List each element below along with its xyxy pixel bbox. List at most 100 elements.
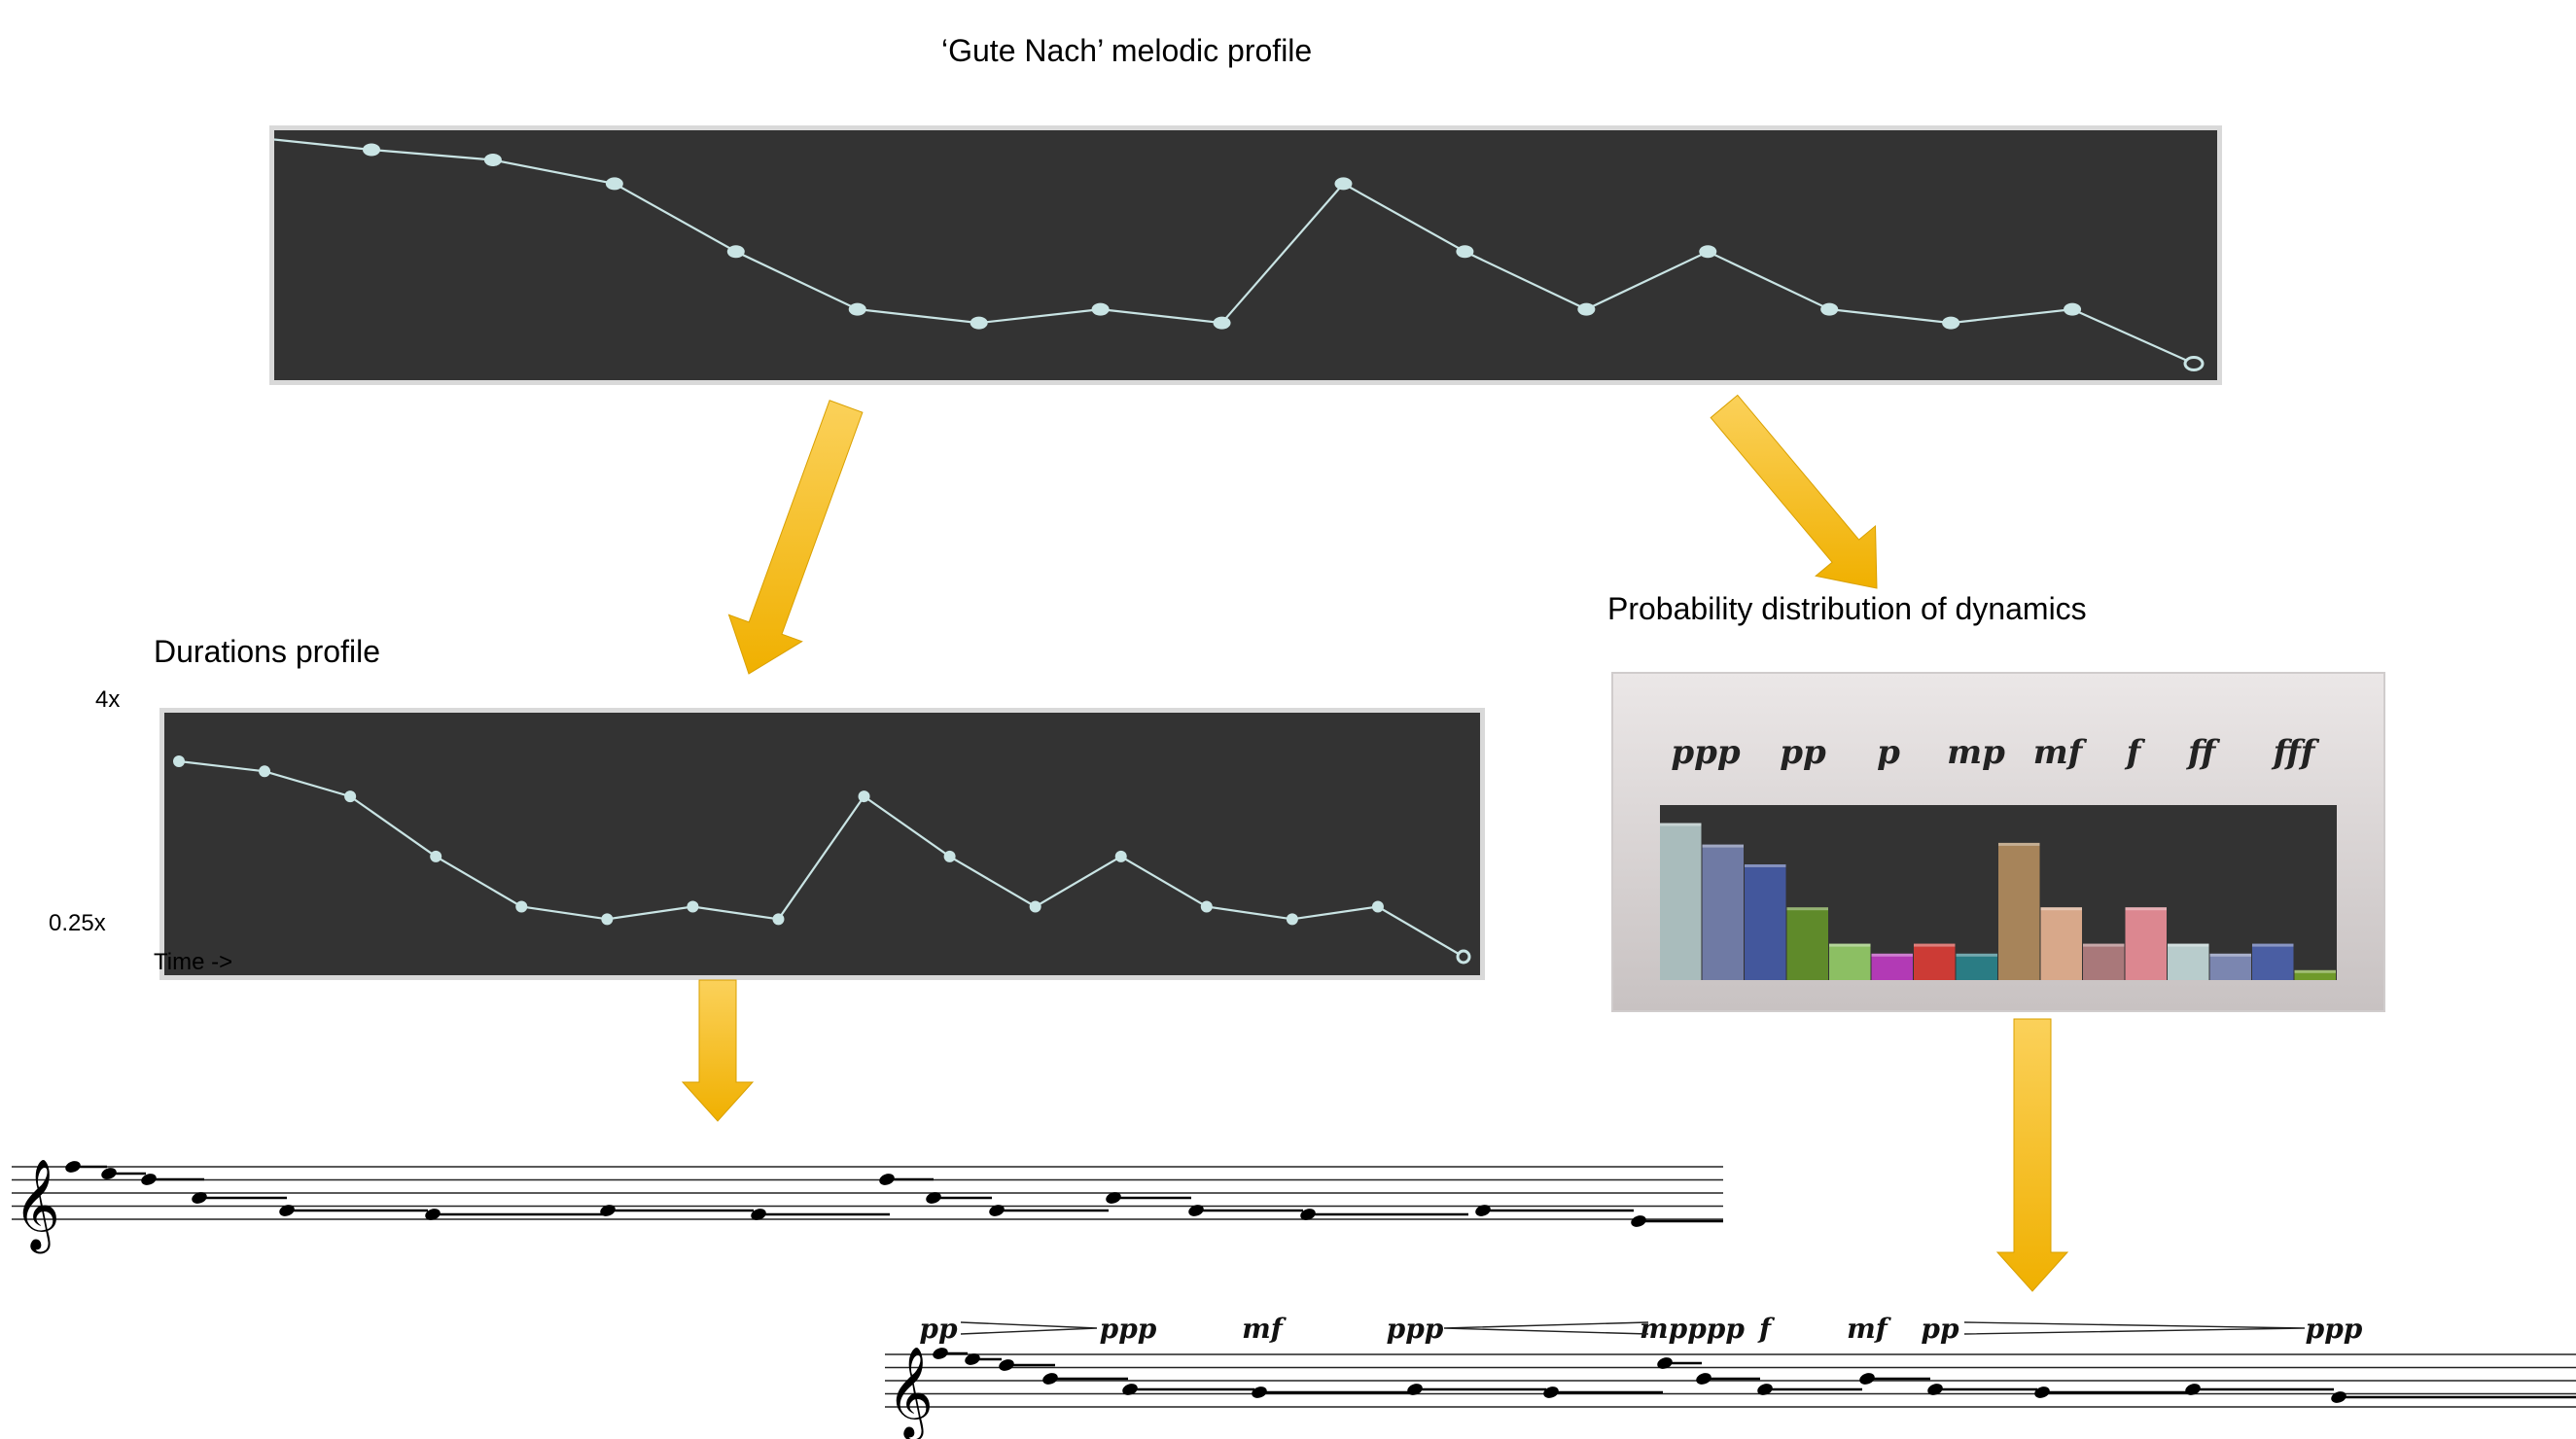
score-melody-with-dynamics: 𝄞pp ppp mf ppp mpppp f mf pp ppp [885, 1313, 2576, 1439]
note-head [1407, 1384, 1423, 1395]
melodic-profile-plot [274, 138, 2205, 371]
profile-point [1200, 900, 1213, 913]
note-head [965, 1353, 980, 1365]
note-head [1475, 1205, 1491, 1216]
profile-line [178, 759, 1464, 958]
note-head [2185, 1384, 2201, 1395]
note-head [101, 1168, 117, 1179]
dynamics-legend-label: pp [1780, 733, 1826, 772]
note-head [2331, 1391, 2347, 1403]
score-dynamic-marking: mf [1847, 1313, 1892, 1345]
profile-point [1577, 302, 1596, 316]
dynamics-bar [2083, 943, 2125, 980]
note-head [1543, 1386, 1559, 1398]
dynamics-bar-area [1660, 805, 2337, 980]
profile-point [1699, 245, 1717, 259]
score-melody: 𝄞 [12, 1159, 1723, 1254]
profile-point [259, 765, 271, 778]
durations-axis-bottom-label: 0.25x [49, 910, 106, 936]
profile-point [1091, 302, 1110, 316]
profile-point [1114, 850, 1127, 862]
score-dynamic-marking: ppp [2306, 1313, 2363, 1345]
dynamics-bar-highlight [2168, 943, 2209, 947]
dynamics-bar-highlight [1998, 842, 2040, 846]
dynamics-bar [1702, 844, 1744, 980]
profile-point [970, 316, 988, 330]
profile-point [943, 850, 956, 862]
note-head [1122, 1384, 1138, 1395]
durations-profile-plot [173, 755, 1471, 965]
dynamics-bar-highlight [2294, 969, 2336, 973]
note-head [751, 1209, 766, 1220]
durations-axis-top-label: 4x [95, 686, 121, 713]
profile-point [1456, 949, 1471, 965]
dynamics-bar [1786, 907, 1828, 980]
score-dynamic-marking: ppp [1100, 1313, 1157, 1345]
flow-arrow [727, 400, 864, 675]
note-head [1252, 1386, 1267, 1398]
dynamics-distribution-title: Probability distribution of dynamics [1607, 591, 2087, 626]
note-head [1106, 1192, 1121, 1204]
melodic-profile-title: ‘Gute Nach’ melodic profile [941, 33, 1313, 68]
profile-point [1286, 913, 1298, 926]
dynamics-bar-highlight [2252, 943, 2294, 947]
dynamics-legend-label: ppp [1671, 733, 1741, 772]
profile-point [848, 302, 866, 316]
dynamics-bar-highlight [1745, 864, 1786, 867]
durations-profile-chart [159, 708, 1485, 980]
note-head [933, 1348, 948, 1359]
dynamics-bar [2294, 969, 2336, 980]
profile-point [605, 177, 623, 191]
dynamics-legend-label: fff [2272, 733, 2320, 772]
profile-point [1029, 900, 1041, 913]
durations-profile-title: Durations profile [154, 634, 380, 669]
profile-point [515, 900, 528, 913]
score-dynamic-marking: mpppp [1640, 1313, 1745, 1345]
hairpin [960, 1321, 1098, 1335]
dynamics-bar-highlight [1829, 943, 1871, 947]
profile-point [1456, 245, 1474, 259]
dynamics-bar-highlight [2209, 953, 2251, 957]
profile-point [1371, 900, 1384, 913]
dynamics-legend-label: p [1877, 733, 1900, 772]
dynamics-bar-highlight [1660, 823, 1702, 826]
profile-point [1213, 316, 1231, 330]
hairpin [1963, 1321, 2306, 1335]
note-head [1757, 1384, 1773, 1395]
treble-clef-icon: 𝄞 [14, 1159, 60, 1254]
dynamics-bar-highlight [2040, 907, 2082, 911]
dynamics-bar [1660, 823, 1702, 980]
hairpin [1443, 1321, 1649, 1335]
score-dynamic-marking: ppp [1387, 1313, 1444, 1345]
note-head [1927, 1384, 1943, 1395]
profile-point [344, 790, 357, 803]
profile-point [1820, 302, 1839, 316]
note-head [141, 1174, 157, 1185]
note-head [1657, 1357, 1673, 1369]
dynamics-bar [2040, 907, 2082, 980]
dynamics-bar [1871, 953, 1913, 980]
durations-time-label: Time -> [154, 949, 233, 975]
score-dynamic-marking: mf [1242, 1313, 1288, 1345]
dynamics-bar-highlight [1871, 953, 1913, 957]
melodic-profile-chart [269, 125, 2222, 385]
note-head [279, 1205, 295, 1216]
flow-arrow [681, 979, 755, 1122]
profile-point [430, 850, 442, 862]
dynamics-bar [1745, 864, 1786, 980]
note-head [2034, 1386, 2050, 1398]
dynamics-bar-highlight [1702, 844, 1744, 848]
profile-point [363, 143, 380, 157]
profile-point [2064, 302, 2082, 316]
profile-point [483, 153, 502, 166]
note-head [926, 1192, 941, 1204]
score-dynamic-marking: pp [1921, 1313, 1959, 1345]
profile-point [1334, 177, 1353, 191]
note-head [1631, 1215, 1646, 1227]
dynamics-legend-label: mf [2033, 733, 2088, 772]
flow-arrow [1995, 1018, 2069, 1292]
dynamics-legend: ppp pp p mp mf f ff fff [1671, 733, 2320, 772]
dynamics-bar [1829, 943, 1871, 980]
note-head [999, 1359, 1014, 1371]
